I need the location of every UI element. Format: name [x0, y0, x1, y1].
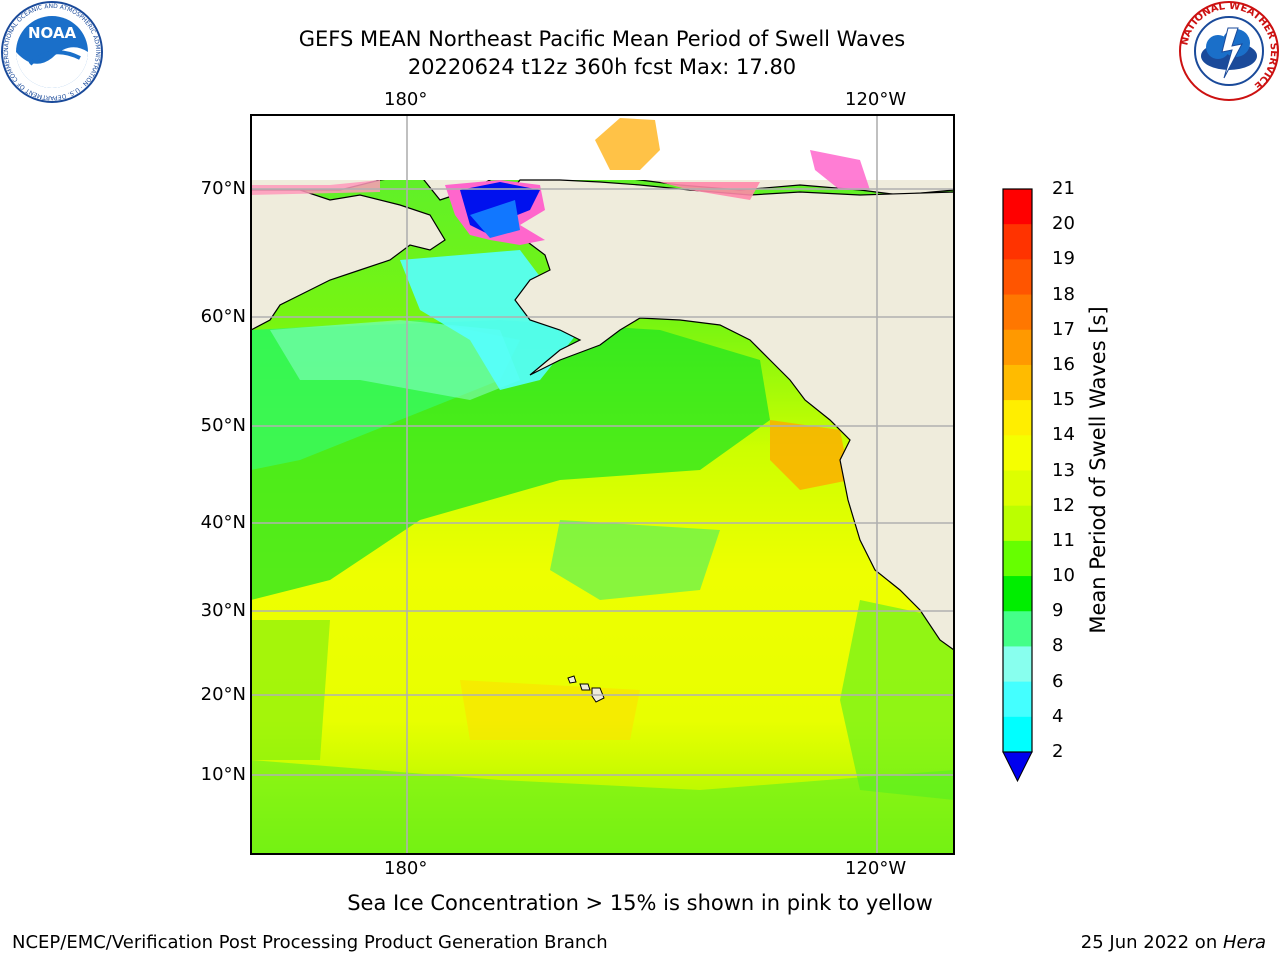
- swell-region-orange: [770, 420, 850, 490]
- lat-label-50n: 50°N: [200, 415, 246, 436]
- sea-ice-pink-beaufort: [810, 150, 870, 190]
- lat-label-20n: 20°N: [200, 684, 246, 705]
- colorbar-cell: [1003, 329, 1032, 366]
- colorbar-cell: [1003, 435, 1032, 471]
- map-frame: [250, 114, 955, 855]
- lon-label-top-180: 180°: [384, 89, 428, 110]
- swell-region-green-mid: [550, 520, 720, 600]
- colorbar-tick-label: 15: [1052, 389, 1075, 411]
- noaa-logo-icon: NOAA NATIONAL OCEANIC AND ATMOSPHERIC AD…: [0, 0, 103, 103]
- footer-date: 25 Jun 2022 on: [1080, 932, 1223, 953]
- swell-region-green-southwest: [251, 620, 330, 760]
- colorbar-tick-label: 8: [1052, 635, 1064, 657]
- colorbar-tick-label: 19: [1052, 248, 1075, 270]
- colorbar-cell: [1003, 611, 1032, 647]
- colorbar-tick-label: 11: [1052, 529, 1075, 551]
- colorbar-cell: [1003, 189, 1032, 225]
- siberia-land: [251, 189, 446, 331]
- colorbar-tick-label: 13: [1052, 459, 1075, 481]
- swell-region-green-east: [840, 600, 954, 800]
- north-america-land: [489, 179, 954, 651]
- colorbar-tick-label: 14: [1052, 424, 1075, 446]
- sea-ice-mid-blue: [470, 200, 520, 238]
- colorbar-tick-label: 18: [1052, 283, 1075, 305]
- footer-right: 25 Jun 2022 on Hera: [1081, 932, 1266, 953]
- colorbar-cell: [1003, 470, 1032, 507]
- colorbar-tick-label: 21: [1052, 178, 1075, 199]
- colorbar-cell: [1003, 294, 1032, 331]
- colorbar-cell: [1003, 576, 1032, 612]
- lon-label-bottom-180: 180°: [384, 858, 428, 879]
- swell-region-cyan-west: [270, 320, 520, 400]
- colorbar-cell: [1003, 540, 1032, 577]
- nws-logo-icon: NATIONAL WEATHER SERVICE: [1179, 1, 1279, 101]
- swell-region-green-south: [251, 760, 954, 854]
- lat-label-40n: 40°N: [200, 512, 246, 533]
- chart-title: GEFS MEAN Northeast Pacific Mean Period …: [298, 27, 906, 51]
- colorbar-cell: [1003, 646, 1032, 683]
- colorbar-extend-arrow: [1002, 751, 1033, 783]
- lon-label-top-120w: 120°W: [845, 89, 907, 110]
- lon-label-bottom-120w: 120°W: [845, 858, 907, 879]
- sea-ice-orange-north: [595, 118, 660, 170]
- sea-ice-note: Sea Ice Concentration > 15% is shown in …: [347, 891, 933, 915]
- colorbar-tick-label: 16: [1052, 353, 1075, 375]
- sea-ice-pink-east: [660, 182, 760, 200]
- sea-ice-pink-siberia: [251, 180, 380, 195]
- colorbar-tick-label: 9: [1052, 600, 1064, 622]
- colorbar-tick-label: 20: [1052, 213, 1075, 235]
- colorbar-cell: [1003, 224, 1032, 260]
- colorbar-tick-label: 4: [1052, 705, 1064, 727]
- colorbar-cell: [1003, 364, 1032, 401]
- chart-subtitle: 20220624 t12z 360h fcst Max: 17.80: [407, 55, 797, 79]
- colorbar-tick-label: 12: [1052, 494, 1075, 516]
- footer-left: NCEP/EMC/Verification Post Processing Pr…: [12, 932, 608, 953]
- lat-label-10n: 10°N: [200, 764, 246, 785]
- colorbar-cell: [1003, 505, 1032, 542]
- colorbar-cell: [1003, 259, 1032, 296]
- graticule: [251, 115, 954, 854]
- colorbar-tick-label: 10: [1052, 565, 1075, 587]
- colorbar-frame: [1002, 188, 1033, 753]
- colorbar-cell: [1003, 400, 1032, 436]
- lat-label-70n: 70°N: [200, 178, 246, 199]
- colorbar-cell: [1003, 716, 1032, 753]
- noaa-logo-text: NOAA: [28, 24, 77, 42]
- colorbar-tick-label: 2: [1052, 741, 1064, 762]
- colorbar-cell: [1003, 681, 1032, 718]
- colorbar-tick-label: 6: [1052, 670, 1064, 692]
- lat-label-60n: 60°N: [200, 306, 246, 327]
- colorbar-label: Mean Period of Swell Waves [s]: [1086, 306, 1110, 634]
- lat-label-30n: 30°N: [200, 600, 246, 621]
- footer-host: Hera: [1222, 932, 1266, 953]
- colorbar-tick-label: 17: [1052, 318, 1075, 340]
